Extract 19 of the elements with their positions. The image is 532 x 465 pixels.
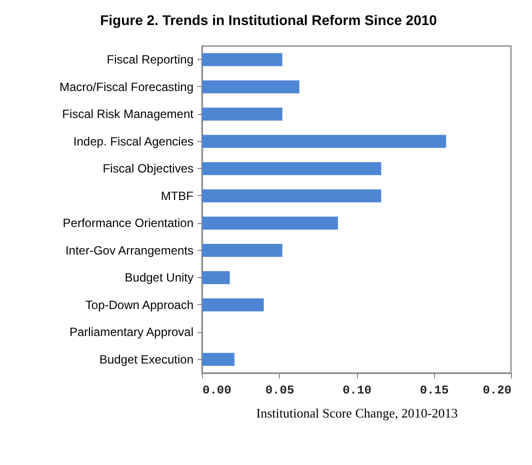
y-tick-label: Inter-Gov Arrangements: [65, 243, 194, 258]
x-tick-label: 0.20: [482, 384, 512, 398]
y-tick-label: Fiscal Objectives: [102, 162, 194, 176]
x-tick-label: 0.15: [420, 384, 449, 398]
y-tick-label: Parliamentary Approval: [69, 325, 194, 340]
y-tick-label: Top-Down Approach: [85, 298, 194, 312]
x-axis-title: Institutional Score Change, 2010-2013: [256, 406, 458, 420]
x-tick-label: 0.00: [202, 384, 232, 398]
y-tick-label: Performance Orientation: [62, 216, 194, 230]
y-tick-label: MTBF: [160, 188, 194, 203]
chart-title: Figure 2. Trends in Institutional Reform Since 2010: [100, 12, 438, 28]
y-tick-label: Fiscal Risk Management: [62, 107, 194, 122]
y-tick-label: Budget Unity: [124, 270, 194, 285]
y-tick-label: Macro/Fiscal Forecasting: [59, 80, 194, 94]
x-tick-label: 0.05: [265, 384, 294, 398]
x-tick-label: 0.10: [342, 384, 372, 398]
y-tick-label: Budget Execution: [99, 352, 194, 366]
y-tick-label: Fiscal Reporting: [106, 52, 194, 67]
y-tick-label: Indep. Fiscal Agencies: [73, 134, 194, 148]
